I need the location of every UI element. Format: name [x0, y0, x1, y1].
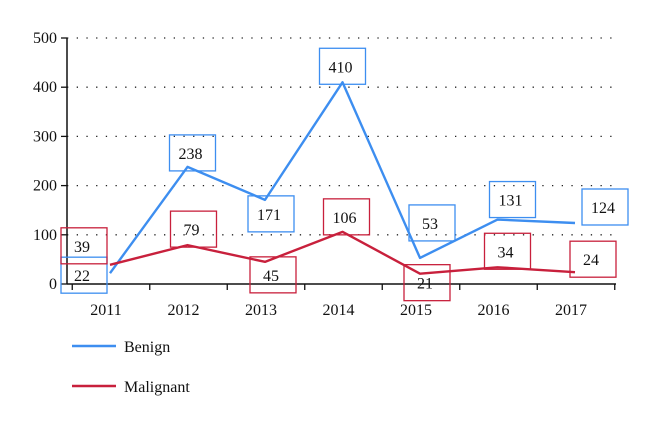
data-label: 34 — [498, 244, 514, 261]
data-label: 53 — [422, 216, 438, 233]
data-label-box — [318, 47, 367, 85]
x-tick-label: 2017 — [555, 302, 587, 319]
data-label: 106 — [333, 210, 357, 227]
data-label-box — [408, 204, 456, 242]
data-label-box — [569, 240, 617, 278]
data-label: 21 — [417, 276, 433, 293]
data-label-box — [483, 232, 532, 270]
data-label-box — [247, 195, 295, 233]
legend-label-benign: Benign — [124, 339, 170, 356]
series-line-malignant — [109, 230, 576, 275]
data-label-box — [322, 198, 371, 236]
data-label: 171 — [257, 207, 281, 224]
data-label: 45 — [263, 268, 279, 285]
data-label: 39 — [74, 239, 90, 256]
y-tick-label: 200 — [33, 178, 57, 195]
data-label-box — [168, 134, 217, 172]
data-label: 124 — [591, 200, 615, 217]
series-line-benign — [109, 81, 576, 274]
x-tick-label: 2012 — [168, 302, 200, 319]
data-label-box — [169, 210, 218, 248]
data-label: 238 — [179, 146, 203, 163]
data-label-box — [249, 256, 297, 294]
legend-label-malignant: Malignant — [124, 379, 190, 396]
data-label: 131 — [499, 193, 523, 210]
y-tick-label: 100 — [33, 227, 57, 244]
data-label-box — [488, 180, 537, 219]
data-label-box — [403, 264, 451, 302]
data-label-box — [581, 188, 629, 226]
y-tick-label: 0 — [49, 276, 57, 293]
y-tick-label: 300 — [33, 128, 57, 145]
y-tick-label: 400 — [33, 79, 57, 96]
x-tick-label: 2011 — [90, 302, 121, 319]
y-tick-label: 500 — [33, 30, 57, 47]
x-tick-label: 2013 — [245, 302, 277, 319]
x-tick-label: 2016 — [478, 302, 510, 319]
data-label: 24 — [583, 252, 599, 269]
x-tick-label: 2015 — [400, 302, 432, 319]
x-tick-label: 2014 — [323, 302, 355, 319]
data-label: 22 — [74, 268, 90, 285]
data-label-box — [60, 256, 108, 294]
data-label: 79 — [184, 222, 200, 239]
data-label: 410 — [329, 59, 353, 76]
data-label-box — [60, 227, 108, 265]
